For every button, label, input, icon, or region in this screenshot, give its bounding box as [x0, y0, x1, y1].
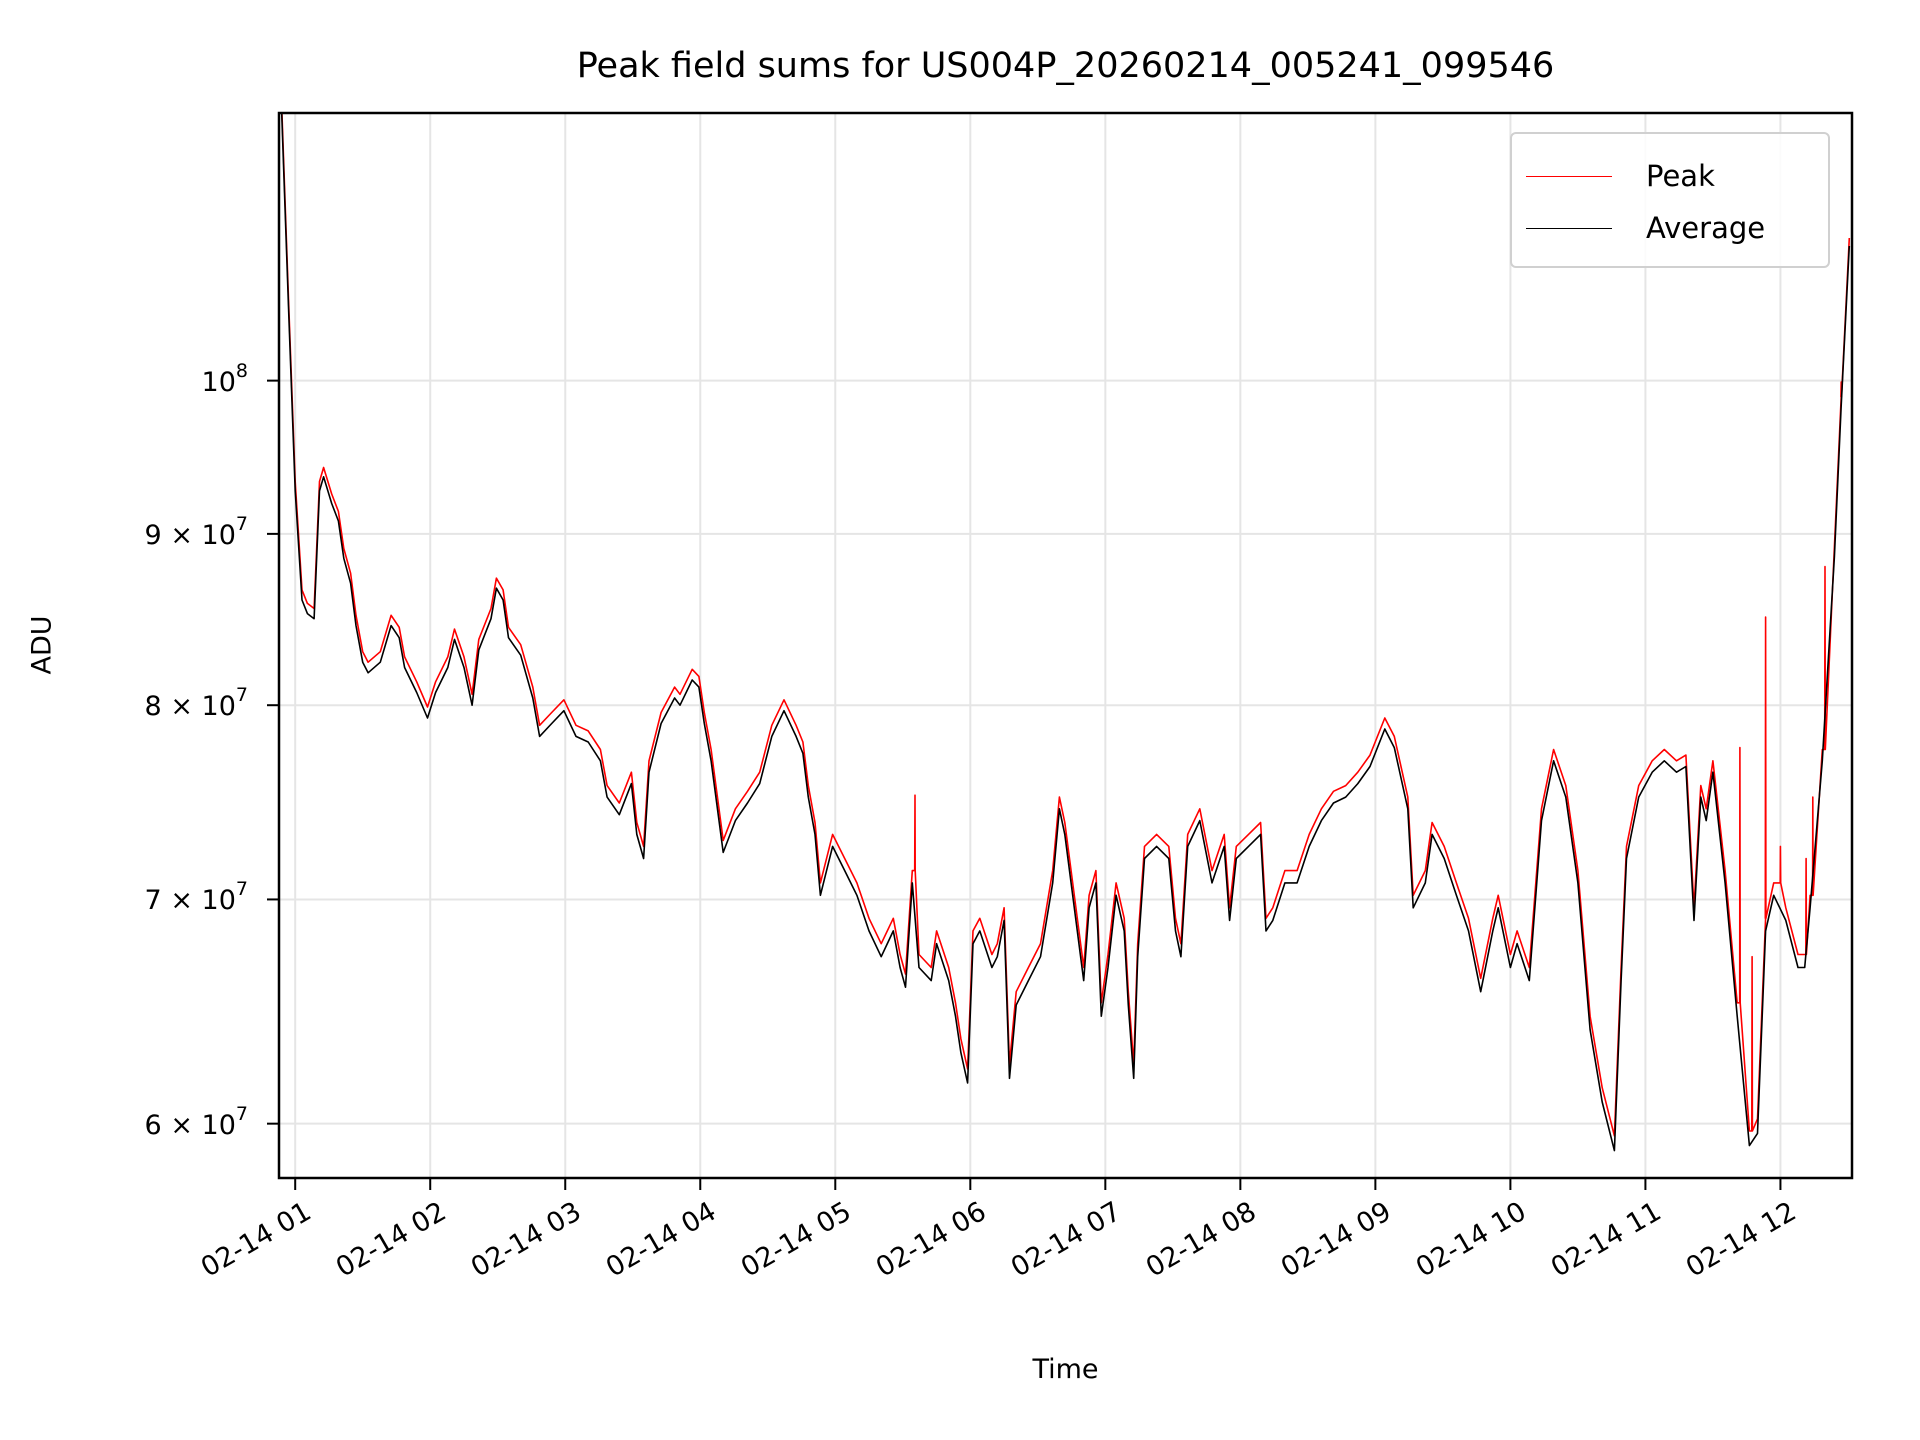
legend-swatch-peak [1526, 175, 1612, 177]
tick-base: 10 [201, 691, 236, 723]
tick-exponent: 8 [235, 359, 248, 382]
tick-mantissa: 6 [144, 1109, 162, 1141]
tick-mantissa: 9 [144, 519, 162, 551]
tick-base: 10 [201, 1109, 236, 1141]
y-tick-label: 7 × 107 [144, 878, 248, 917]
legend-item-average: Average [1526, 208, 1765, 248]
tick-exponent: 7 [235, 512, 248, 535]
tick-base: 10 [201, 366, 236, 398]
tick-exponent: 7 [235, 1102, 248, 1125]
y-tick-label: 108 [201, 360, 248, 398]
chart-title: Peak field sums for US004P_20260214_0052… [576, 46, 1555, 86]
tick-times: × [170, 885, 193, 917]
y-tick-label: 6 × 107 [144, 1103, 248, 1141]
tick-exponent: 7 [235, 684, 248, 707]
tick-times: × [170, 1109, 193, 1141]
y-axis-label: ADU [26, 615, 58, 675]
y-tick-label: 8 × 107 [144, 684, 248, 723]
series-line-peak [281, 113, 1851, 1137]
tick-base: 10 [201, 519, 236, 551]
x-axis-label: Time [1032, 1354, 1099, 1385]
legend-item-peak: Peak [1526, 156, 1715, 196]
tick-base: 10 [201, 885, 236, 917]
legend-label-average: Average [1646, 211, 1766, 245]
y-tick-label: 9 × 107 [144, 513, 248, 551]
tick-times: × [170, 691, 193, 723]
tick-mantissa: 8 [144, 691, 162, 723]
tick-mantissa: 7 [144, 885, 162, 917]
legend-label-peak: Peak [1646, 159, 1715, 193]
legend-swatch-average [1526, 227, 1612, 229]
plot-frame [277, 111, 1854, 1180]
tick-times: × [170, 519, 193, 551]
series-line-average [280, 113, 1851, 1152]
legend: Peak Average [1510, 132, 1830, 268]
tick-exponent: 7 [235, 878, 248, 901]
